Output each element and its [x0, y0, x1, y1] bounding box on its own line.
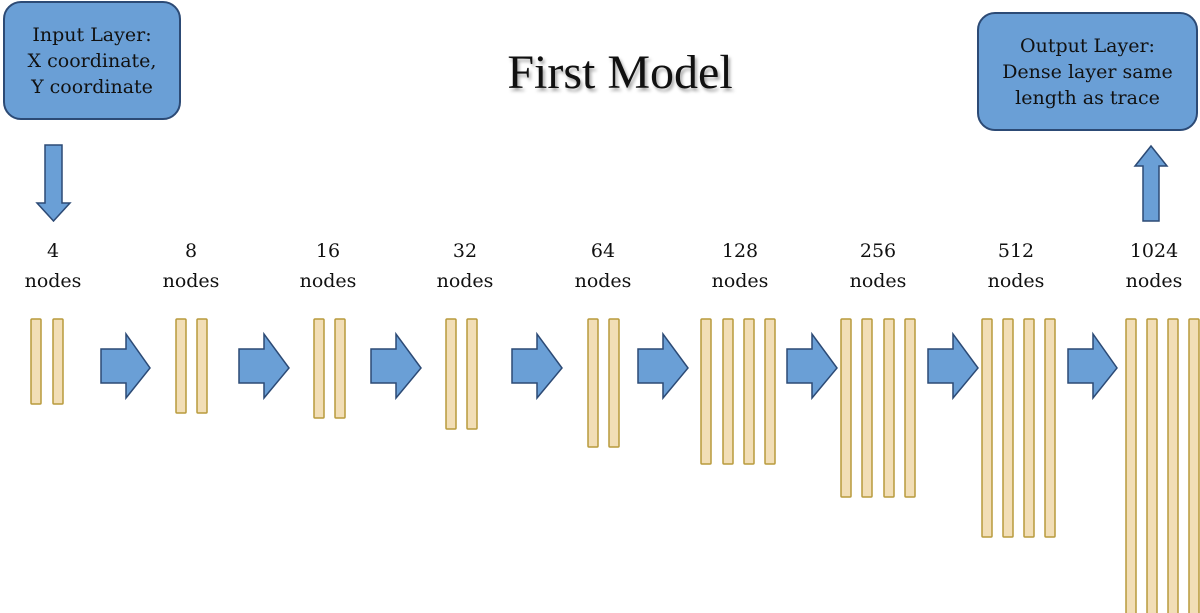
layer-label-7: 256 nodes — [833, 236, 923, 296]
node-bar — [1125, 318, 1137, 613]
diagram-title: First Model — [507, 46, 733, 99]
layer-count: 512 — [997, 240, 1035, 262]
layer-unit: nodes — [711, 270, 769, 292]
layer-count: 256 — [859, 240, 897, 262]
up-arrow-icon — [1133, 144, 1169, 222]
layer-unit: nodes — [574, 270, 632, 292]
right-arrow-icon — [637, 331, 689, 401]
node-bar — [334, 318, 346, 419]
layer-bars-6 — [700, 318, 776, 465]
layer-count: 8 — [184, 240, 198, 262]
input-layer-box: Input Layer: X coordinate, Y coordinate — [3, 1, 181, 120]
node-bar — [587, 318, 599, 448]
right-arrow-icon — [511, 331, 563, 401]
layer-bars-2 — [175, 318, 208, 414]
right-arrow-icon — [238, 331, 290, 401]
layer-bars-7 — [840, 318, 916, 498]
node-bar — [313, 318, 325, 419]
output-box-line-3: length as trace — [1015, 86, 1160, 109]
layer-bars-9 — [1125, 318, 1200, 613]
node-bar — [608, 318, 620, 448]
node-bar — [700, 318, 712, 465]
node-bar — [904, 318, 916, 498]
layer-label-9: 1024 nodes — [1109, 236, 1199, 296]
right-arrow-icon — [786, 331, 838, 401]
node-bar — [981, 318, 993, 538]
node-bar — [466, 318, 478, 430]
output-box-line-1: Output Layer: — [1020, 34, 1155, 57]
down-arrow-icon — [35, 144, 72, 223]
output-box-line-2: Dense layer same — [1002, 60, 1173, 83]
node-bar — [30, 318, 42, 405]
layer-bars-1 — [30, 318, 64, 405]
layer-label-6: 128 nodes — [695, 236, 785, 296]
layer-count: 1024 — [1129, 240, 1179, 262]
layer-bars-4 — [445, 318, 478, 430]
node-bar — [883, 318, 895, 498]
node-bar — [1188, 318, 1200, 613]
layer-unit: nodes — [436, 270, 494, 292]
node-bar — [196, 318, 208, 414]
layer-bars-5 — [587, 318, 620, 448]
node-bar — [1002, 318, 1014, 538]
layer-label-4: 32 nodes — [420, 236, 510, 296]
node-bar — [1044, 318, 1056, 538]
output-layer-box: Output Layer: Dense layer same length as… — [977, 12, 1198, 131]
right-arrow-icon — [927, 331, 979, 401]
input-box-line-1: Input Layer: — [32, 23, 152, 46]
layer-unit: nodes — [1125, 270, 1183, 292]
node-bar — [840, 318, 852, 498]
right-arrow-icon — [100, 331, 151, 401]
layer-count: 128 — [721, 240, 759, 262]
node-bar — [861, 318, 873, 498]
layer-count: 32 — [452, 240, 478, 262]
right-arrow-icon — [370, 331, 422, 401]
node-bar — [743, 318, 755, 465]
node-bar — [1167, 318, 1179, 613]
layer-count: 16 — [315, 240, 341, 262]
input-box-line-3: Y coordinate — [31, 75, 153, 98]
layer-unit: nodes — [162, 270, 220, 292]
node-bar — [175, 318, 187, 414]
node-bar — [1023, 318, 1035, 538]
node-bar — [1146, 318, 1158, 613]
right-arrow-icon — [1067, 331, 1118, 401]
layer-count: 4 — [46, 240, 60, 262]
node-bar — [764, 318, 776, 465]
node-bar — [722, 318, 734, 465]
layer-label-3: 16 nodes — [283, 236, 373, 296]
layer-label-1: 4 nodes — [8, 236, 98, 296]
node-bar — [445, 318, 457, 430]
input-box-line-2: X coordinate, — [27, 49, 157, 72]
layer-unit: nodes — [849, 270, 907, 292]
layer-unit: nodes — [987, 270, 1045, 292]
layer-unit: nodes — [299, 270, 357, 292]
node-bar — [52, 318, 64, 405]
layer-unit: nodes — [24, 270, 82, 292]
layer-label-5: 64 nodes — [558, 236, 648, 296]
layer-bars-3 — [313, 318, 346, 419]
layer-label-8: 512 nodes — [971, 236, 1061, 296]
layer-bars-8 — [981, 318, 1056, 538]
layer-count: 64 — [590, 240, 616, 262]
layer-label-2: 8 nodes — [146, 236, 236, 296]
